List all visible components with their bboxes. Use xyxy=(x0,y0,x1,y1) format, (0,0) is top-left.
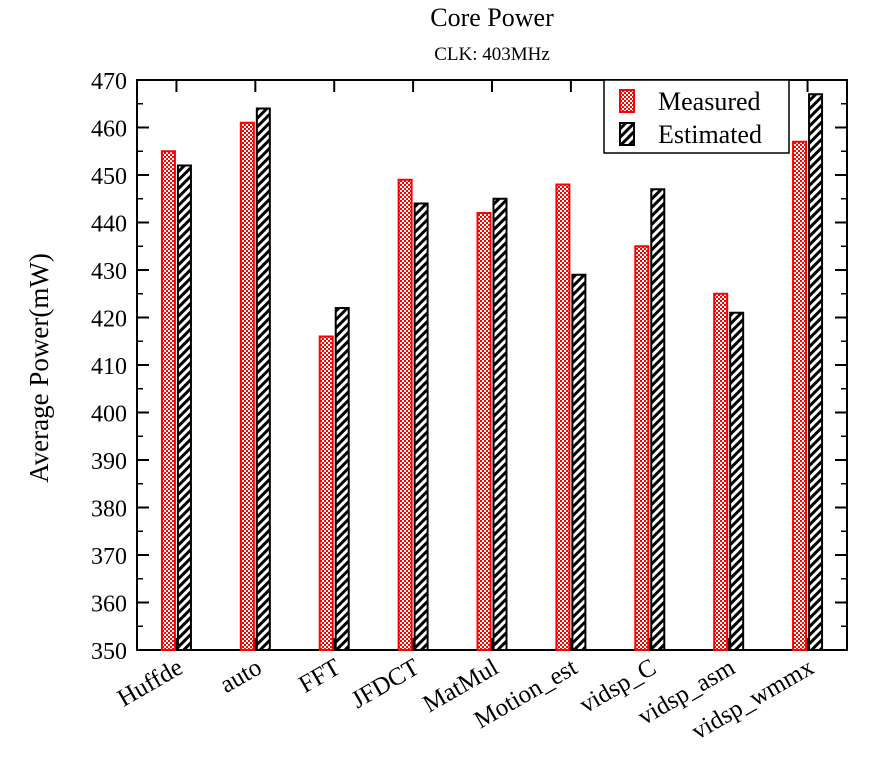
bar-estimated-auto xyxy=(255,107,271,651)
legend: Measured Estimated xyxy=(603,79,790,154)
legend-label-measured: Measured xyxy=(658,87,761,116)
bar-estimated-huffde xyxy=(176,164,192,651)
y-tick-label: 370 xyxy=(91,544,127,570)
x-category-label: auto xyxy=(216,654,267,699)
bar-estimated-fft xyxy=(334,307,350,651)
x-category-label: FFT xyxy=(294,654,345,699)
legend-swatch-estimated xyxy=(619,122,635,146)
y-tick-label: 360 xyxy=(91,592,127,618)
bar-measured-vidsp_wmmx xyxy=(792,140,808,651)
bar-estimated-vidsp_c xyxy=(650,188,666,651)
bars xyxy=(160,93,824,651)
bar-measured-auto xyxy=(239,121,255,651)
bar-measured-huffde xyxy=(160,150,176,651)
y-tick-label: 470 xyxy=(91,69,127,95)
bar-estimated-vidsp_wmmx xyxy=(808,93,824,651)
bar-estimated-vidsp_asm xyxy=(729,311,745,651)
bar-estimated-jfdct xyxy=(413,202,429,651)
y-tick-label: 400 xyxy=(91,402,127,428)
legend-swatch-measured xyxy=(619,89,635,113)
bar-measured-motion_est xyxy=(555,183,571,651)
y-tick-label: 350 xyxy=(91,639,127,665)
x-category-label: JFDCT xyxy=(347,654,424,714)
y-tick-label: 410 xyxy=(91,354,127,380)
bar-measured-matmul xyxy=(476,212,492,651)
y-tick-label: 420 xyxy=(91,307,127,333)
x-axis: Huffde auto FFT JFDCTMatMulMotion_estvidsp_… xyxy=(113,80,819,745)
y-tick-label: 430 xyxy=(91,259,127,285)
bar-measured-fft xyxy=(318,335,334,651)
y-axis-label: Average Power(mW) xyxy=(24,253,54,483)
y-tick-label: 460 xyxy=(91,117,127,143)
bar-measured-vidsp_c xyxy=(634,245,650,651)
bar-estimated-motion_est xyxy=(571,273,587,651)
bar-estimated-matmul xyxy=(492,197,508,651)
y-tick-label: 390 xyxy=(91,449,127,475)
bar-measured-vidsp_asm xyxy=(713,292,729,651)
y-tick-label: 380 xyxy=(91,497,127,523)
y-tick-label: 440 xyxy=(91,212,127,238)
chart-subtitle: CLK: 403MHz xyxy=(434,44,550,65)
legend-label-estimated: Estimated xyxy=(658,120,762,149)
bar-measured-jfdct xyxy=(397,178,413,651)
y-axis: 350 360 370 380 390 400 410 420 430 440 450 460 470 xyxy=(91,69,847,665)
chart-title: Core Power xyxy=(430,3,554,32)
y-tick-label: 450 xyxy=(91,164,127,190)
